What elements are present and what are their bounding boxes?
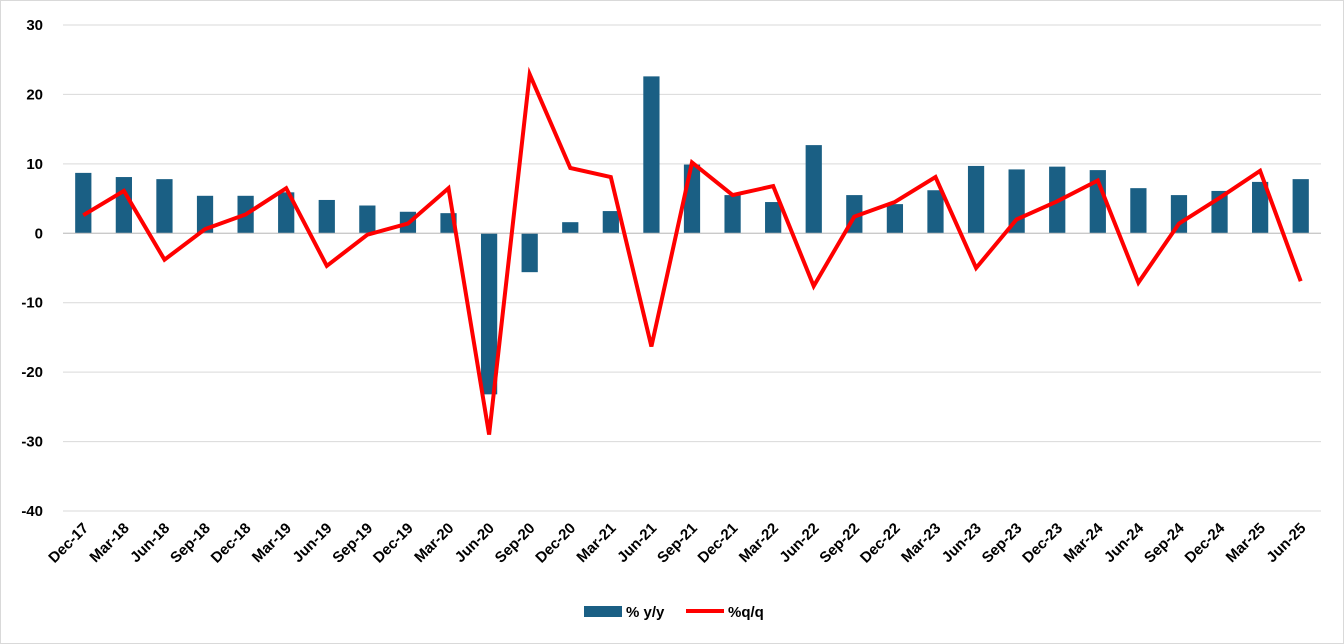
y-axis-ticks: 30 20 10 0 -10 -20 -30 -40 [21,17,43,520]
x-tick-label: Sep-24 [1141,519,1188,566]
legend-line-label: %q/q [728,604,764,621]
bar [521,233,538,273]
x-tick-label: Jun-23 [939,520,985,566]
bar [602,211,619,234]
bar [318,199,335,234]
x-tick-label: Sep-19 [329,520,376,567]
y-tick-label: -20 [21,364,43,381]
x-tick-label: Mar-25 [1223,520,1269,566]
x-tick-label: Mar-20 [411,520,457,566]
x-tick-label: Mar-19 [249,520,295,566]
bar [196,195,214,234]
x-tick-label: Sep-22 [816,520,863,567]
x-tick-label: Jun-21 [614,520,660,566]
x-tick-label: Dec-19 [370,520,417,567]
bar [1292,179,1309,234]
x-tick-label: Dec-20 [532,520,579,567]
bar [683,164,701,234]
x-tick-label: Jun-24 [1101,519,1148,566]
y-tick-label: -10 [21,295,43,312]
x-tick-label: Mar-21 [573,520,619,566]
bar [562,222,579,234]
line-path [82,66,1303,435]
y-tick-label: 0 [35,225,43,242]
bar [1252,181,1269,234]
y-tick-label: -30 [21,434,43,451]
legend-bar-swatch [584,606,622,617]
line-series [82,66,1303,435]
x-tick-label: Jun-18 [127,520,173,566]
bar [886,204,904,234]
x-tick-label: Mar-22 [736,520,782,566]
bar [278,192,295,234]
legend-bar-label: % y/y [626,604,665,621]
bar-series [75,76,1309,395]
y-tick-label: 30 [26,17,43,34]
bar [967,165,985,234]
x-tick-label: Mar-23 [898,520,944,566]
bar [156,179,173,234]
bar [115,177,132,234]
bar [1170,195,1188,234]
x-tick-label: Dec-21 [695,520,742,567]
x-tick-label: Sep-23 [979,520,1026,567]
bar [805,145,822,234]
bar [643,76,660,234]
x-tick-label: Mar-24 [1060,519,1107,566]
x-tick-label: Dec-24 [1182,519,1229,566]
x-tick-label: Sep-18 [167,520,214,567]
bar [480,233,498,395]
y-tick-label: 10 [26,156,43,173]
legend: % y/y %q/q [584,604,764,621]
x-tick-label: Jun-25 [1263,520,1309,566]
bar [765,202,782,234]
x-tick-label: Sep-20 [492,520,539,567]
x-tick-label: Dec-17 [45,520,92,567]
x-tick-label: Jun-19 [289,520,335,566]
x-tick-label: Dec-18 [208,520,255,567]
bar [724,195,741,234]
x-tick-label: Sep-21 [654,520,701,567]
x-axis-ticks: Dec-17Mar-18Jun-18Sep-18Dec-18Mar-19Jun-… [45,519,1309,566]
x-tick-label: Jun-22 [776,520,822,566]
bar [75,172,92,234]
y-tick-label: 20 [26,86,43,103]
y-tick-label: -40 [21,503,43,520]
x-tick-label: Dec-23 [1019,520,1066,567]
bar [359,205,376,234]
bar [927,190,944,234]
bar [1130,188,1147,234]
x-tick-label: Mar-18 [86,520,132,566]
x-tick-label: Jun-20 [452,520,498,566]
x-tick-label: Dec-22 [857,520,904,567]
